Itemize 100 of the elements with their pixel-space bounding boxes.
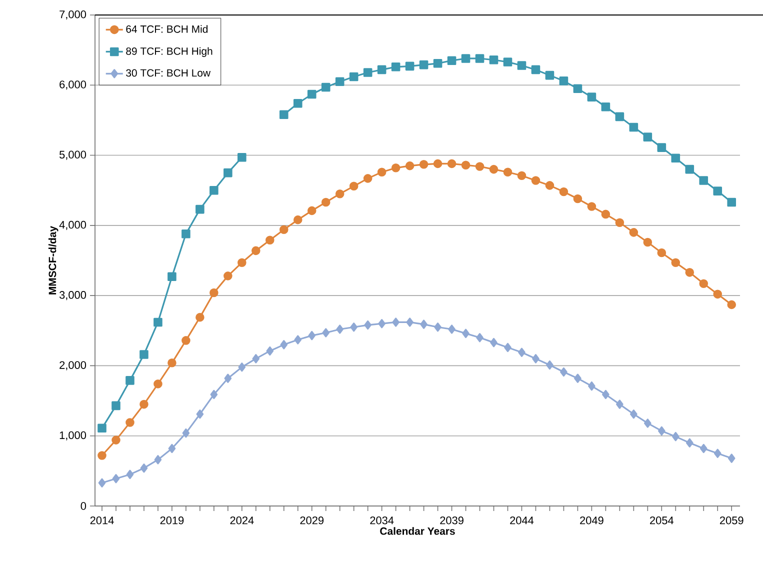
point bbox=[714, 448, 722, 458]
point bbox=[728, 454, 736, 463]
point bbox=[224, 374, 232, 383]
point bbox=[559, 187, 568, 196]
point bbox=[364, 320, 372, 330]
point bbox=[336, 324, 344, 334]
point bbox=[517, 61, 526, 70]
point bbox=[266, 346, 274, 356]
point bbox=[644, 418, 652, 428]
point bbox=[658, 426, 666, 436]
point bbox=[447, 56, 456, 65]
point bbox=[517, 171, 526, 180]
point bbox=[461, 160, 470, 170]
point bbox=[727, 300, 736, 310]
point bbox=[321, 198, 330, 207]
point bbox=[293, 98, 302, 108]
point bbox=[405, 161, 414, 170]
point bbox=[196, 204, 204, 214]
point bbox=[727, 198, 736, 207]
point bbox=[126, 470, 134, 480]
point bbox=[419, 160, 428, 169]
point bbox=[154, 380, 162, 388]
point bbox=[657, 248, 666, 258]
y-tick-label: 4,000 bbox=[59, 220, 86, 230]
point bbox=[686, 438, 694, 448]
point bbox=[112, 436, 120, 444]
point bbox=[378, 319, 386, 328]
point bbox=[308, 330, 316, 340]
point bbox=[629, 122, 638, 132]
point bbox=[280, 340, 288, 350]
point bbox=[335, 189, 344, 198]
x-tick-label: 2044 bbox=[510, 516, 534, 524]
point bbox=[182, 229, 190, 238]
point bbox=[573, 194, 582, 204]
point bbox=[587, 92, 596, 102]
point bbox=[335, 77, 344, 86]
point bbox=[363, 68, 372, 77]
point bbox=[475, 162, 484, 171]
point bbox=[238, 362, 246, 372]
legend-label: 30 TCF: BCH Low bbox=[126, 69, 211, 77]
point bbox=[279, 225, 288, 234]
x-tick-label: 2059 bbox=[720, 516, 744, 524]
point bbox=[700, 444, 708, 454]
point bbox=[643, 238, 652, 247]
x-tick-label: 2024 bbox=[230, 516, 254, 524]
x-tick-label: 2039 bbox=[440, 516, 464, 524]
point bbox=[224, 272, 232, 280]
x-tick-label: 2029 bbox=[300, 516, 324, 524]
y-tick-label: 6,000 bbox=[60, 80, 86, 90]
point bbox=[671, 258, 680, 268]
point bbox=[489, 164, 498, 174]
point bbox=[168, 358, 176, 368]
y-tick-label: 0 bbox=[80, 502, 86, 510]
point bbox=[392, 318, 400, 327]
x-tick-label: 2019 bbox=[160, 516, 184, 524]
point bbox=[265, 236, 274, 245]
point bbox=[602, 390, 610, 400]
point bbox=[294, 335, 302, 344]
point bbox=[685, 268, 694, 277]
point bbox=[98, 451, 106, 460]
point bbox=[433, 159, 442, 168]
point bbox=[685, 164, 694, 174]
point bbox=[713, 290, 722, 299]
point bbox=[489, 55, 498, 64]
point bbox=[615, 112, 624, 122]
x-tick-label: 2014 bbox=[90, 516, 114, 524]
point bbox=[462, 328, 470, 338]
point bbox=[433, 58, 442, 68]
point bbox=[210, 288, 218, 298]
point bbox=[210, 390, 218, 400]
y-tick-label: 5,000 bbox=[59, 150, 86, 160]
point bbox=[475, 54, 484, 63]
point bbox=[391, 62, 400, 72]
point bbox=[448, 324, 456, 334]
point bbox=[699, 279, 708, 288]
point bbox=[699, 176, 708, 185]
legend-label: 64 TCF: BCH Mid bbox=[126, 25, 208, 33]
point bbox=[252, 246, 260, 256]
point bbox=[210, 186, 218, 195]
x-tick-label: 2054 bbox=[650, 516, 674, 524]
point bbox=[574, 374, 582, 383]
point bbox=[406, 318, 414, 327]
point bbox=[587, 202, 596, 211]
point bbox=[391, 164, 400, 172]
y-axis-title: MMSCF-d/day bbox=[48, 226, 58, 294]
point bbox=[588, 381, 596, 391]
point bbox=[434, 322, 442, 332]
point bbox=[322, 328, 330, 338]
point bbox=[112, 401, 120, 410]
point bbox=[238, 152, 246, 162]
point bbox=[279, 110, 288, 119]
point bbox=[293, 215, 302, 224]
point bbox=[531, 176, 540, 185]
point bbox=[419, 60, 428, 70]
legend-label: 89 TCF: BCH High bbox=[126, 47, 212, 57]
point bbox=[546, 360, 554, 370]
point bbox=[112, 474, 120, 484]
point bbox=[461, 54, 470, 63]
y-tick-label: 2,000 bbox=[60, 361, 86, 370]
point bbox=[154, 455, 162, 464]
